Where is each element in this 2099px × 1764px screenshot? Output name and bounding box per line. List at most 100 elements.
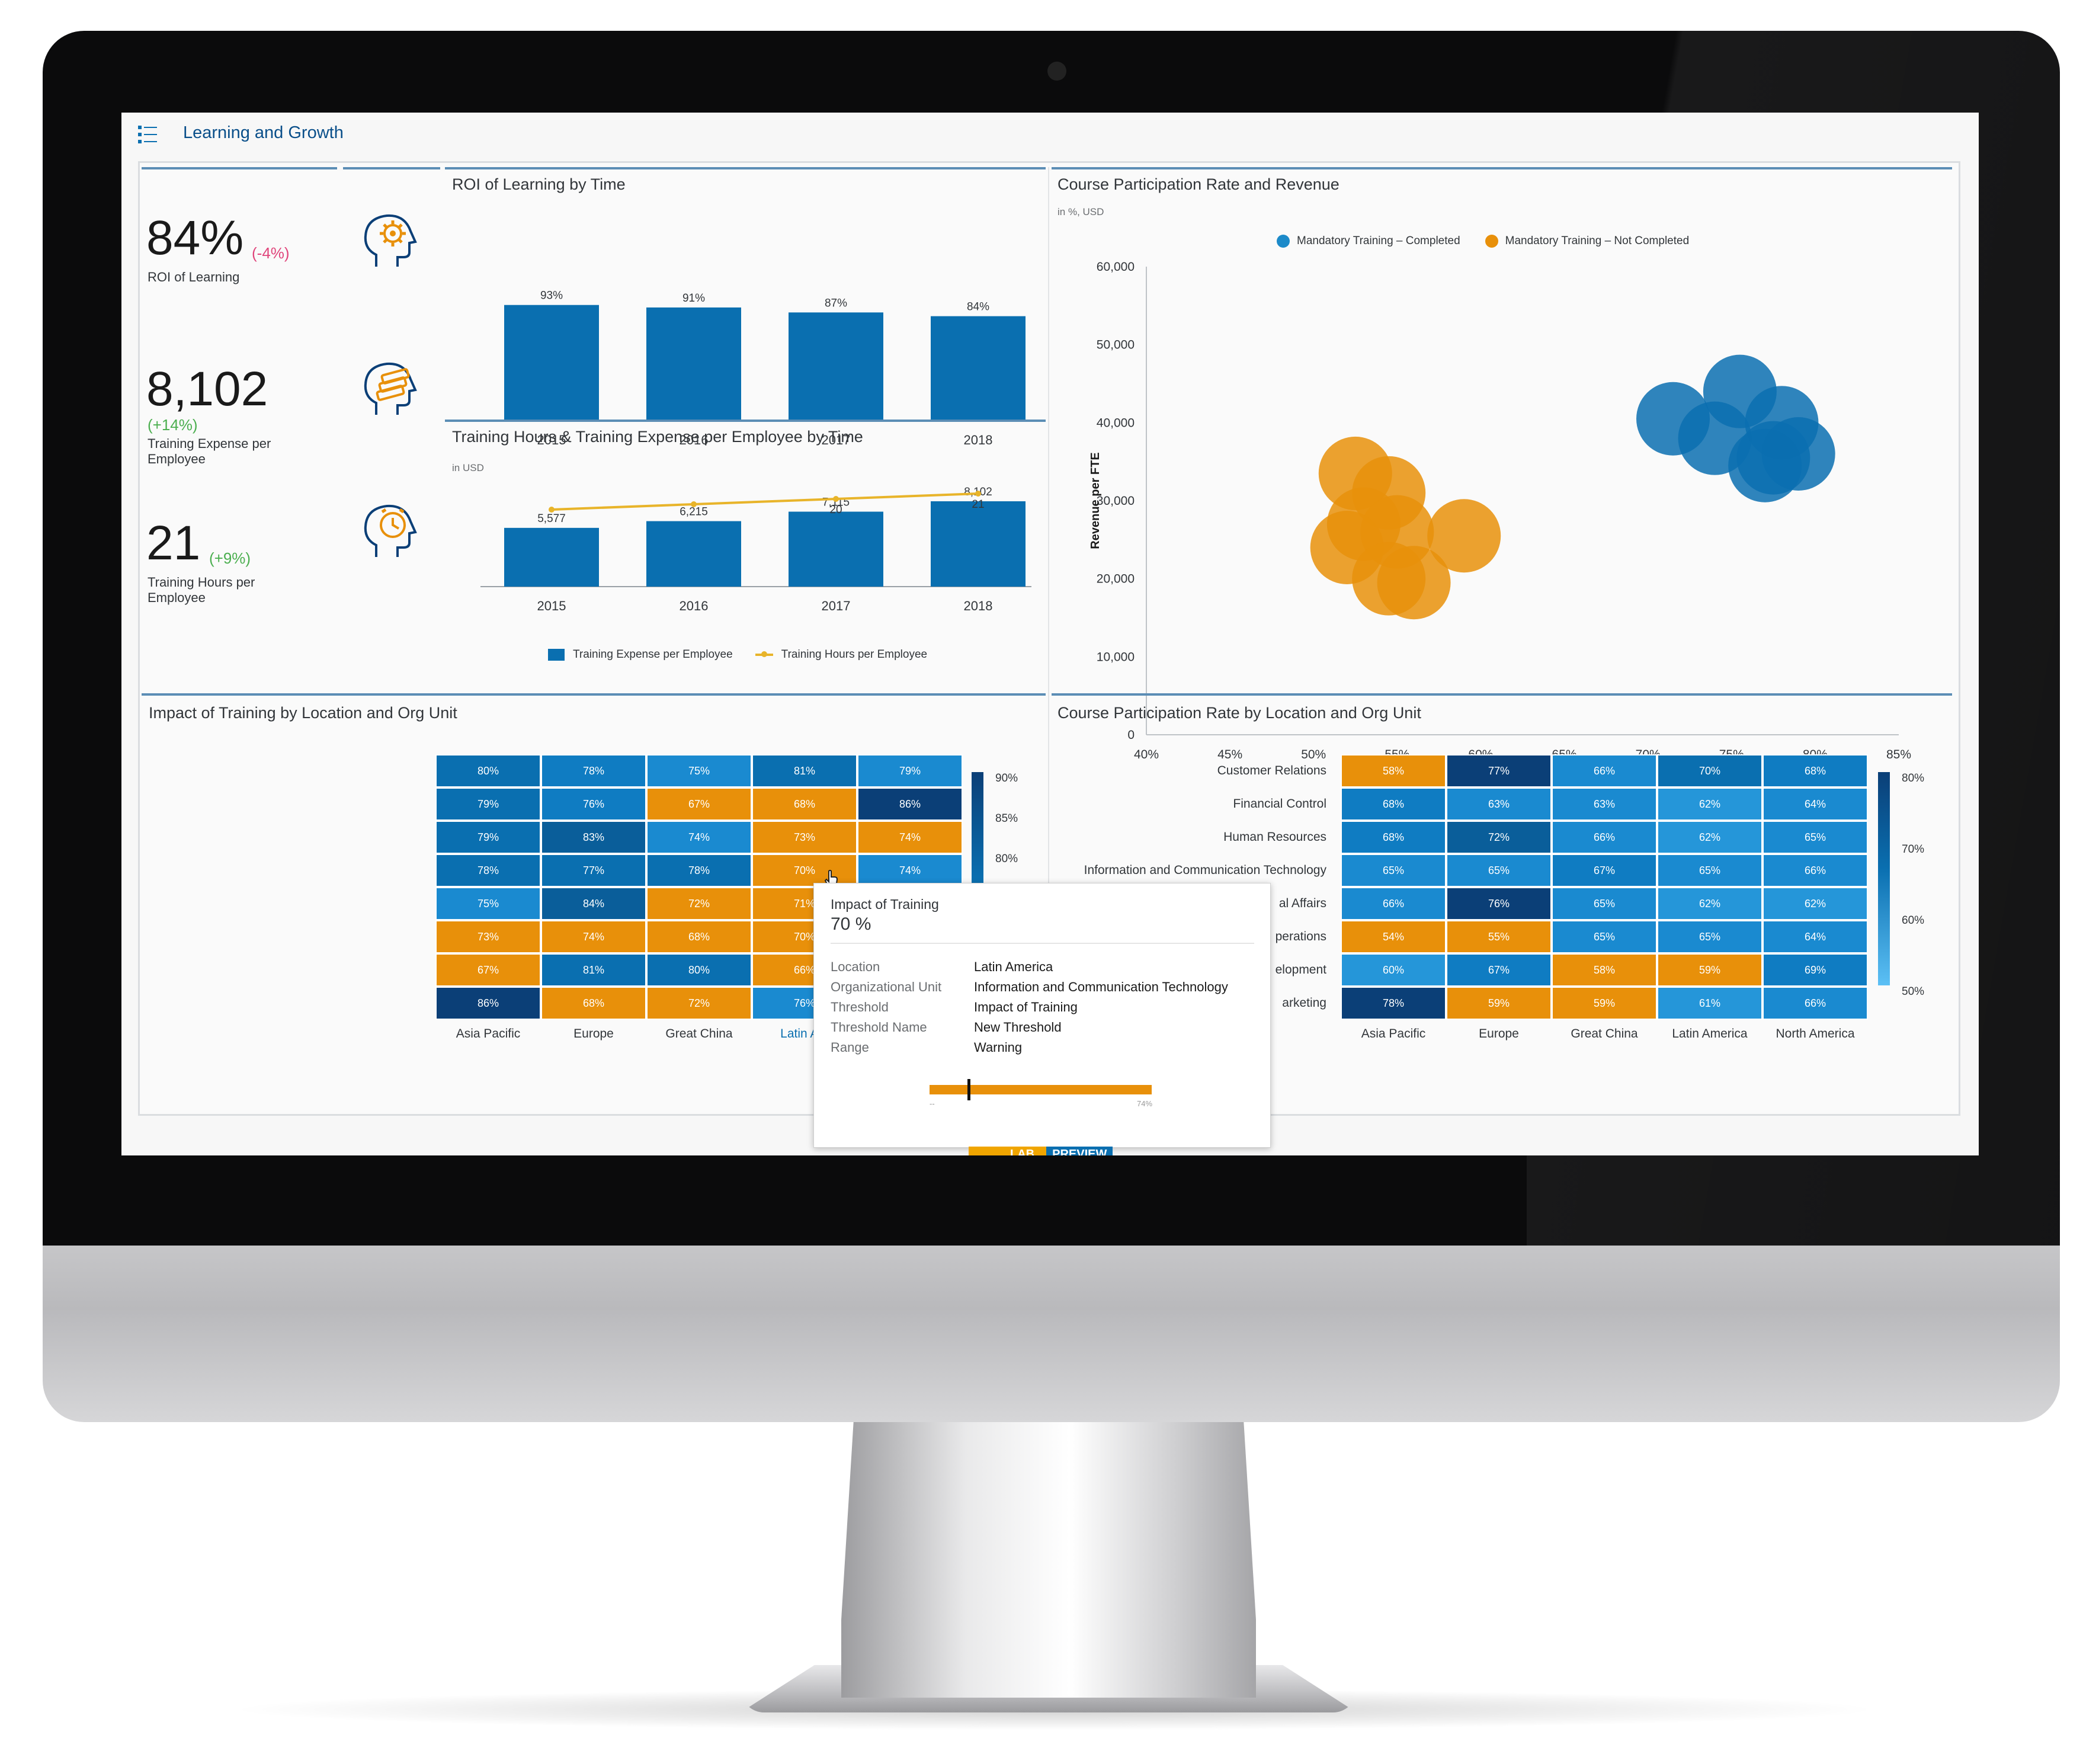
heatmap-cell[interactable]: 65% (1762, 821, 1868, 854)
kpi-roi-value: 84% (146, 211, 244, 265)
heatmap-cell[interactable]: 72% (1446, 821, 1552, 854)
heatmap-column-label: Great China (1571, 1027, 1638, 1041)
heatmap-cell[interactable]: 66% (1341, 887, 1446, 920)
heatmap-cell[interactable]: 66% (1762, 987, 1868, 1020)
heatmap-cell[interactable]: 62% (1657, 787, 1762, 821)
combo-x-tick-2017: 2017 (822, 598, 851, 613)
heatmap-cell[interactable]: 79% (857, 754, 963, 787)
impact-heatmap-title: Impact of Training by Location and Org U… (149, 704, 457, 722)
legend-not-completed-label: Mandatory Training – Not Completed (1505, 235, 1690, 247)
heatmap-row-label: Financial Control (1233, 797, 1326, 811)
heatmap-cell[interactable]: 81% (541, 953, 646, 987)
heatmap-cell[interactable]: 59% (1552, 987, 1657, 1020)
heatmap-cell[interactable]: 59% (1657, 953, 1762, 987)
heatmap-cell[interactable]: 86% (857, 787, 963, 821)
heatmap-row-label: elopment (1275, 963, 1326, 977)
heatmap-cell[interactable]: 81% (752, 754, 857, 787)
scatter-y-tick: 0 (1127, 728, 1135, 742)
kpi-top-rule-2 (343, 167, 440, 169)
heatmap-cell[interactable]: 61% (1657, 987, 1762, 1020)
heatmap-cell[interactable]: 65% (1446, 854, 1552, 887)
heatmap-cell[interactable]: 65% (1341, 854, 1446, 887)
heatmap-cell[interactable]: 65% (1552, 920, 1657, 953)
heatmap-row-label: al Affairs (1278, 897, 1326, 910)
heatmap-cell[interactable]: 66% (1552, 821, 1657, 854)
scatter-y-label: Revenue per FTE (1089, 452, 1102, 549)
scatter-y-tick: 30,000 (1097, 494, 1135, 508)
heatmap-cell[interactable]: 69% (1762, 953, 1868, 987)
heatmap-cell[interactable]: 84% (541, 887, 646, 920)
heatmap-cell[interactable]: 86% (435, 987, 541, 1020)
menu-icon[interactable] (137, 123, 161, 147)
roi-bar-label-2016: 91% (682, 292, 705, 305)
heatmap-cell[interactable]: 78% (435, 854, 541, 887)
heatmap-cell[interactable]: 66% (1552, 754, 1657, 787)
heatmap-cell[interactable]: 68% (541, 987, 646, 1020)
tooltip-range-bar (930, 1079, 1152, 1100)
kpi-roi-label: ROI of Learning (148, 270, 240, 284)
heatmap-cell[interactable]: 72% (646, 887, 752, 920)
heatmap-cell[interactable]: 70% (1657, 754, 1762, 787)
heatmap-row-label: perations (1275, 930, 1326, 943)
participation-heatmap-title: Course Participation Rate by Location an… (1057, 704, 1421, 722)
heatmap-cell[interactable]: 77% (1446, 754, 1552, 787)
heatmap-cell[interactable]: 76% (541, 787, 646, 821)
heatmap-cell[interactable]: 55% (1446, 920, 1552, 953)
heatmap-cell[interactable]: 62% (1657, 887, 1762, 920)
heatmap-scale-label: 90% (995, 772, 1018, 785)
heatmap-cell[interactable]: 63% (1552, 787, 1657, 821)
heatmap-cell[interactable]: 68% (1762, 754, 1868, 787)
roi-bar-2016 (646, 307, 741, 421)
scatter-chart-title: Course Participation Rate and Revenue (1057, 175, 1339, 193)
heatmap-cell[interactable]: 70% (752, 854, 857, 887)
heatmap-cell[interactable]: 73% (752, 821, 857, 854)
heatmap-cell[interactable]: 75% (435, 887, 541, 920)
heatmap-cell[interactable]: 65% (1657, 920, 1762, 953)
heatmap-cell[interactable]: 60% (1341, 953, 1446, 987)
heatmap-cell[interactable]: 78% (541, 754, 646, 787)
heatmap-cell[interactable]: 65% (1552, 887, 1657, 920)
heatmap-cell[interactable]: 65% (1657, 854, 1762, 887)
heatmap-cell[interactable]: 75% (646, 754, 752, 787)
heatmap-cell[interactable]: 74% (646, 821, 752, 854)
heatmap-cell[interactable]: 63% (1446, 787, 1552, 821)
kpi-hours-label-line1: Training Hours per (148, 575, 255, 590)
heatmap-cell[interactable]: 77% (541, 854, 646, 887)
heatmap-cell[interactable]: 83% (541, 821, 646, 854)
heatmap-cell[interactable]: 58% (1341, 754, 1446, 787)
monitor-stand-neck (841, 1419, 1256, 1698)
heatmap-cell[interactable]: 68% (752, 787, 857, 821)
heatmap-cell[interactable]: 79% (435, 821, 541, 854)
heatmap-cell[interactable]: 68% (646, 920, 752, 953)
heatmap-cell[interactable]: 78% (1341, 987, 1446, 1020)
tooltip-value: 70 % (831, 914, 871, 934)
heatmap-cell[interactable]: 62% (1762, 887, 1868, 920)
heatmap-cell[interactable]: 67% (646, 787, 752, 821)
heatmap-cell[interactable]: 80% (435, 754, 541, 787)
heatmap-cell[interactable]: 67% (435, 953, 541, 987)
heatmap-cell[interactable]: 66% (1762, 854, 1868, 887)
heatmap-cell[interactable]: 74% (857, 821, 963, 854)
heatmap-cell[interactable]: 80% (646, 953, 752, 987)
roi-bar-label-2017: 87% (825, 297, 847, 309)
heatmap-cell[interactable]: 79% (435, 787, 541, 821)
heatmap-cell[interactable]: 67% (1446, 953, 1552, 987)
heatmap-cell[interactable]: 59% (1446, 987, 1552, 1020)
heatmap-cell[interactable]: 68% (1341, 787, 1446, 821)
tooltip-range-label: Range (831, 1040, 869, 1055)
heatmap-cell[interactable]: 68% (1341, 821, 1446, 854)
heatmap-cell[interactable]: 54% (1341, 920, 1446, 953)
heatmap-cell[interactable]: 62% (1657, 821, 1762, 854)
heatmap-cell[interactable]: 74% (541, 920, 646, 953)
heatmap-cell[interactable]: 76% (1446, 887, 1552, 920)
combo-x-tick-2018: 2018 (964, 598, 993, 613)
scatter-y-tick: 20,000 (1097, 572, 1135, 586)
heatmap-cell[interactable]: 78% (646, 854, 752, 887)
heatmap-cell[interactable]: 64% (1762, 787, 1868, 821)
heatmap-cell[interactable]: 73% (435, 920, 541, 953)
heatmap-cell[interactable]: 67% (1552, 854, 1657, 887)
heatmap-cell[interactable]: 64% (1762, 920, 1868, 953)
heatmap-cell[interactable]: 74% (857, 854, 963, 887)
heatmap-cell[interactable]: 58% (1552, 953, 1657, 987)
heatmap-cell[interactable]: 72% (646, 987, 752, 1020)
